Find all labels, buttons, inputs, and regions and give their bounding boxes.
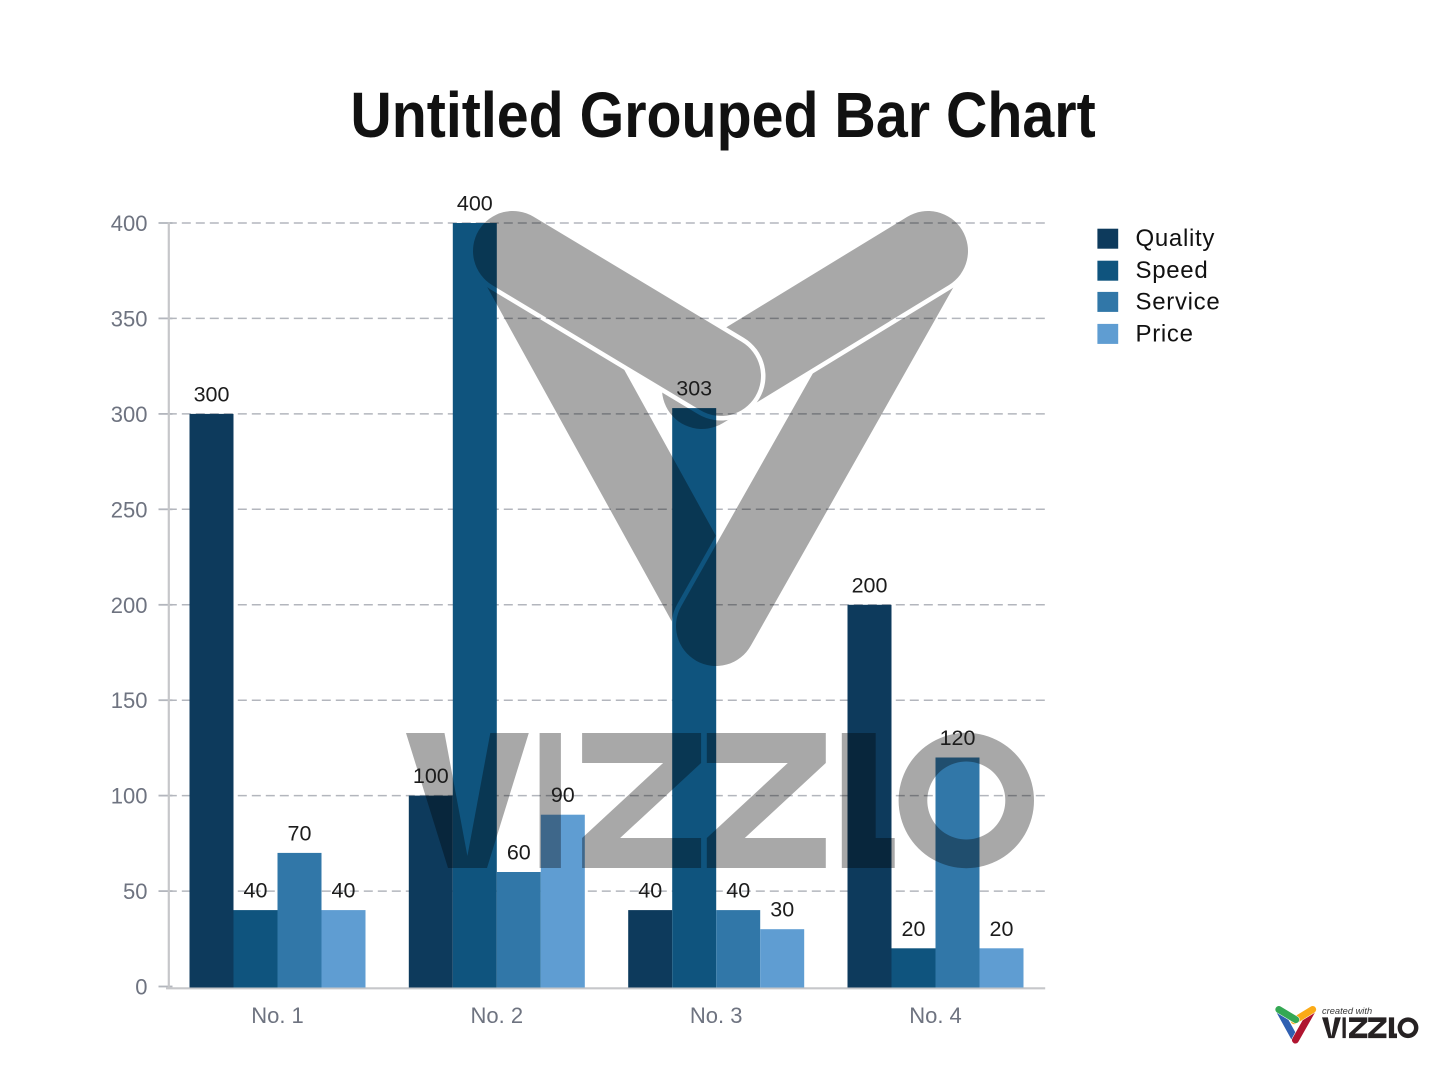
svg-text:90: 90 (551, 783, 575, 807)
svg-text:No. 2: No. 2 (471, 1003, 524, 1028)
svg-text:created with: created with (1322, 1006, 1372, 1016)
svg-text:300: 300 (194, 382, 230, 406)
svg-text:No. 3: No. 3 (690, 1003, 743, 1028)
svg-text:Quality: Quality (1136, 225, 1216, 252)
svg-text:50: 50 (123, 879, 147, 904)
svg-text:40: 40 (726, 879, 750, 903)
svg-text:Speed: Speed (1136, 257, 1209, 284)
svg-text:40: 40 (244, 879, 268, 903)
svg-text:300: 300 (111, 402, 148, 427)
svg-text:60: 60 (507, 841, 531, 865)
svg-text:20: 20 (990, 917, 1014, 941)
svg-text:Untitled Grouped Bar Chart: Untitled Grouped Bar Chart (350, 79, 1095, 151)
svg-text:200: 200 (852, 573, 888, 597)
svg-text:0: 0 (135, 975, 147, 1000)
svg-text:100: 100 (413, 764, 449, 788)
svg-text:100: 100 (111, 784, 148, 809)
svg-text:120: 120 (940, 726, 976, 750)
svg-text:303: 303 (676, 377, 712, 401)
svg-text:40: 40 (332, 879, 356, 903)
svg-text:150: 150 (111, 688, 148, 713)
svg-text:400: 400 (457, 192, 493, 216)
svg-text:40: 40 (638, 879, 662, 903)
svg-text:250: 250 (111, 497, 148, 522)
svg-text:350: 350 (111, 306, 148, 331)
svg-text:No. 1: No. 1 (251, 1003, 304, 1028)
svg-text:70: 70 (288, 821, 312, 845)
svg-text:200: 200 (111, 593, 148, 618)
svg-text:No. 4: No. 4 (909, 1003, 962, 1028)
svg-text:Service: Service (1136, 288, 1221, 315)
svg-text:Price: Price (1136, 320, 1194, 347)
svg-text:20: 20 (902, 917, 926, 941)
svg-text:30: 30 (770, 898, 794, 922)
svg-text:400: 400 (111, 211, 148, 236)
